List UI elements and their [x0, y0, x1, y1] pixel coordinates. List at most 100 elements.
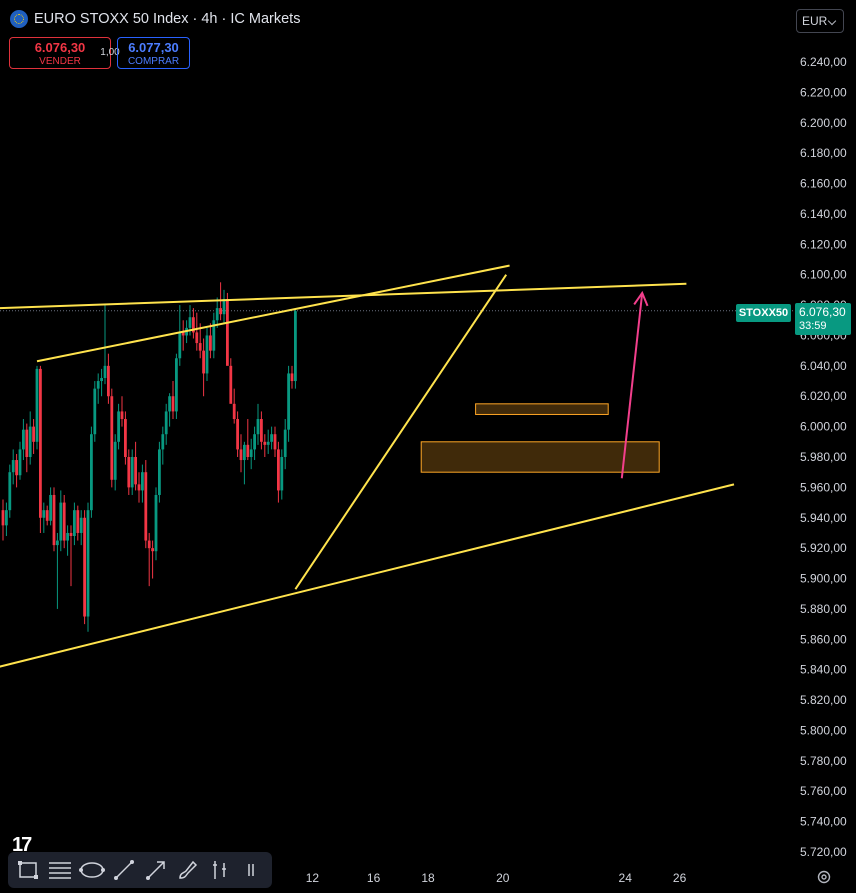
support-zone [475, 403, 609, 415]
drawing-toolbar [8, 852, 272, 888]
candle [294, 308, 297, 389]
candle-body [202, 350, 205, 374]
candle-body [277, 449, 280, 491]
candle [8, 464, 12, 518]
candle-body [171, 396, 175, 412]
candle-body [215, 308, 219, 321]
candles [1, 282, 297, 632]
y-tick-label: 6.220,00 [800, 85, 847, 99]
candle [141, 464, 144, 503]
candle [73, 502, 76, 546]
buy-button[interactable]: 6.077,30 COMPRAR [117, 37, 190, 69]
candle [290, 365, 294, 389]
candle [175, 353, 178, 420]
candle-body [62, 502, 66, 541]
y-tick-label: 5.980,00 [800, 450, 847, 464]
candle-body [32, 426, 35, 442]
candle [134, 441, 137, 491]
candle [103, 305, 107, 385]
buy-price: 6.077,30 [128, 40, 179, 55]
candle-body [239, 449, 243, 461]
candle-body [90, 434, 93, 511]
currency-select[interactable]: EUR [796, 9, 844, 33]
candle-body [141, 472, 144, 491]
candle-body [25, 429, 29, 457]
candle [243, 441, 246, 485]
candle [137, 472, 141, 503]
candle [90, 426, 93, 518]
candle [202, 338, 205, 397]
candle-body [73, 510, 76, 536]
fib-icon[interactable] [46, 856, 74, 884]
candle-body [246, 444, 250, 457]
candle-body [52, 494, 56, 546]
candle-body [198, 343, 202, 351]
candle-body [18, 449, 22, 476]
spread-value: 1,00 [100, 47, 120, 58]
x-tick-label: 18 [421, 871, 435, 885]
candle-body [263, 441, 267, 445]
rectangle-icon[interactable] [14, 856, 42, 884]
tradingview-logo-icon: 17 [12, 834, 32, 856]
y-tick-label: 6.000,00 [800, 420, 847, 434]
candle-body [232, 403, 236, 420]
candle-body [154, 494, 158, 552]
candle-body [96, 381, 100, 389]
y-tick-label: 5.720,00 [800, 845, 847, 859]
candle [215, 297, 219, 328]
ellipse-icon[interactable] [78, 856, 106, 884]
y-tick-label: 5.740,00 [800, 815, 847, 829]
candle [32, 419, 35, 454]
more-tools-icon[interactable] [238, 856, 266, 884]
candle [195, 312, 199, 351]
candle-body [56, 540, 59, 546]
candle [212, 312, 216, 359]
candle [205, 327, 209, 382]
candle-body [168, 396, 171, 412]
candle [147, 532, 151, 587]
target-arrow [620, 292, 644, 479]
candle-body [11, 460, 15, 473]
line-icon[interactable] [110, 856, 138, 884]
candle [117, 403, 120, 450]
candle [100, 368, 103, 397]
candle-body [66, 532, 69, 541]
candle-body [222, 299, 226, 315]
candle [229, 358, 233, 404]
candle-body [226, 299, 229, 366]
y-tick-label: 5.880,00 [800, 602, 847, 616]
y-tick-label: 6.160,00 [800, 177, 847, 191]
candle-body [22, 429, 25, 450]
candle-body [124, 419, 127, 457]
settings-gear-icon[interactable] [815, 868, 833, 886]
x-tick-label: 16 [367, 871, 381, 885]
candle [42, 502, 46, 533]
y-tick-label: 6.140,00 [800, 207, 847, 221]
arrow-icon[interactable] [142, 856, 170, 884]
chart-title: EURO STOXX 50 Index · 4h · IC Markets [34, 11, 301, 27]
candle-body [76, 510, 80, 533]
drawings [0, 264, 735, 668]
y-tick-label: 5.920,00 [800, 541, 847, 555]
candle-body [280, 457, 284, 491]
long-position-icon[interactable] [206, 856, 234, 884]
brush-icon[interactable] [174, 856, 202, 884]
candle [164, 403, 168, 445]
candle [273, 426, 277, 457]
candle-body [120, 411, 124, 420]
sell-button[interactable]: 6.076,30 VENDER [9, 37, 111, 69]
candle [62, 494, 66, 549]
trendline [0, 282, 687, 310]
y-tick-label: 5.780,00 [800, 754, 847, 768]
candle-body [178, 332, 182, 359]
candle-body [253, 434, 256, 450]
candle [158, 441, 161, 503]
target-arrow-head [633, 290, 649, 307]
candle-body [69, 532, 73, 536]
y-tick-label: 5.800,00 [800, 723, 847, 737]
candle [69, 525, 73, 587]
candle [192, 308, 195, 339]
candle [151, 540, 154, 579]
candle [277, 441, 280, 503]
